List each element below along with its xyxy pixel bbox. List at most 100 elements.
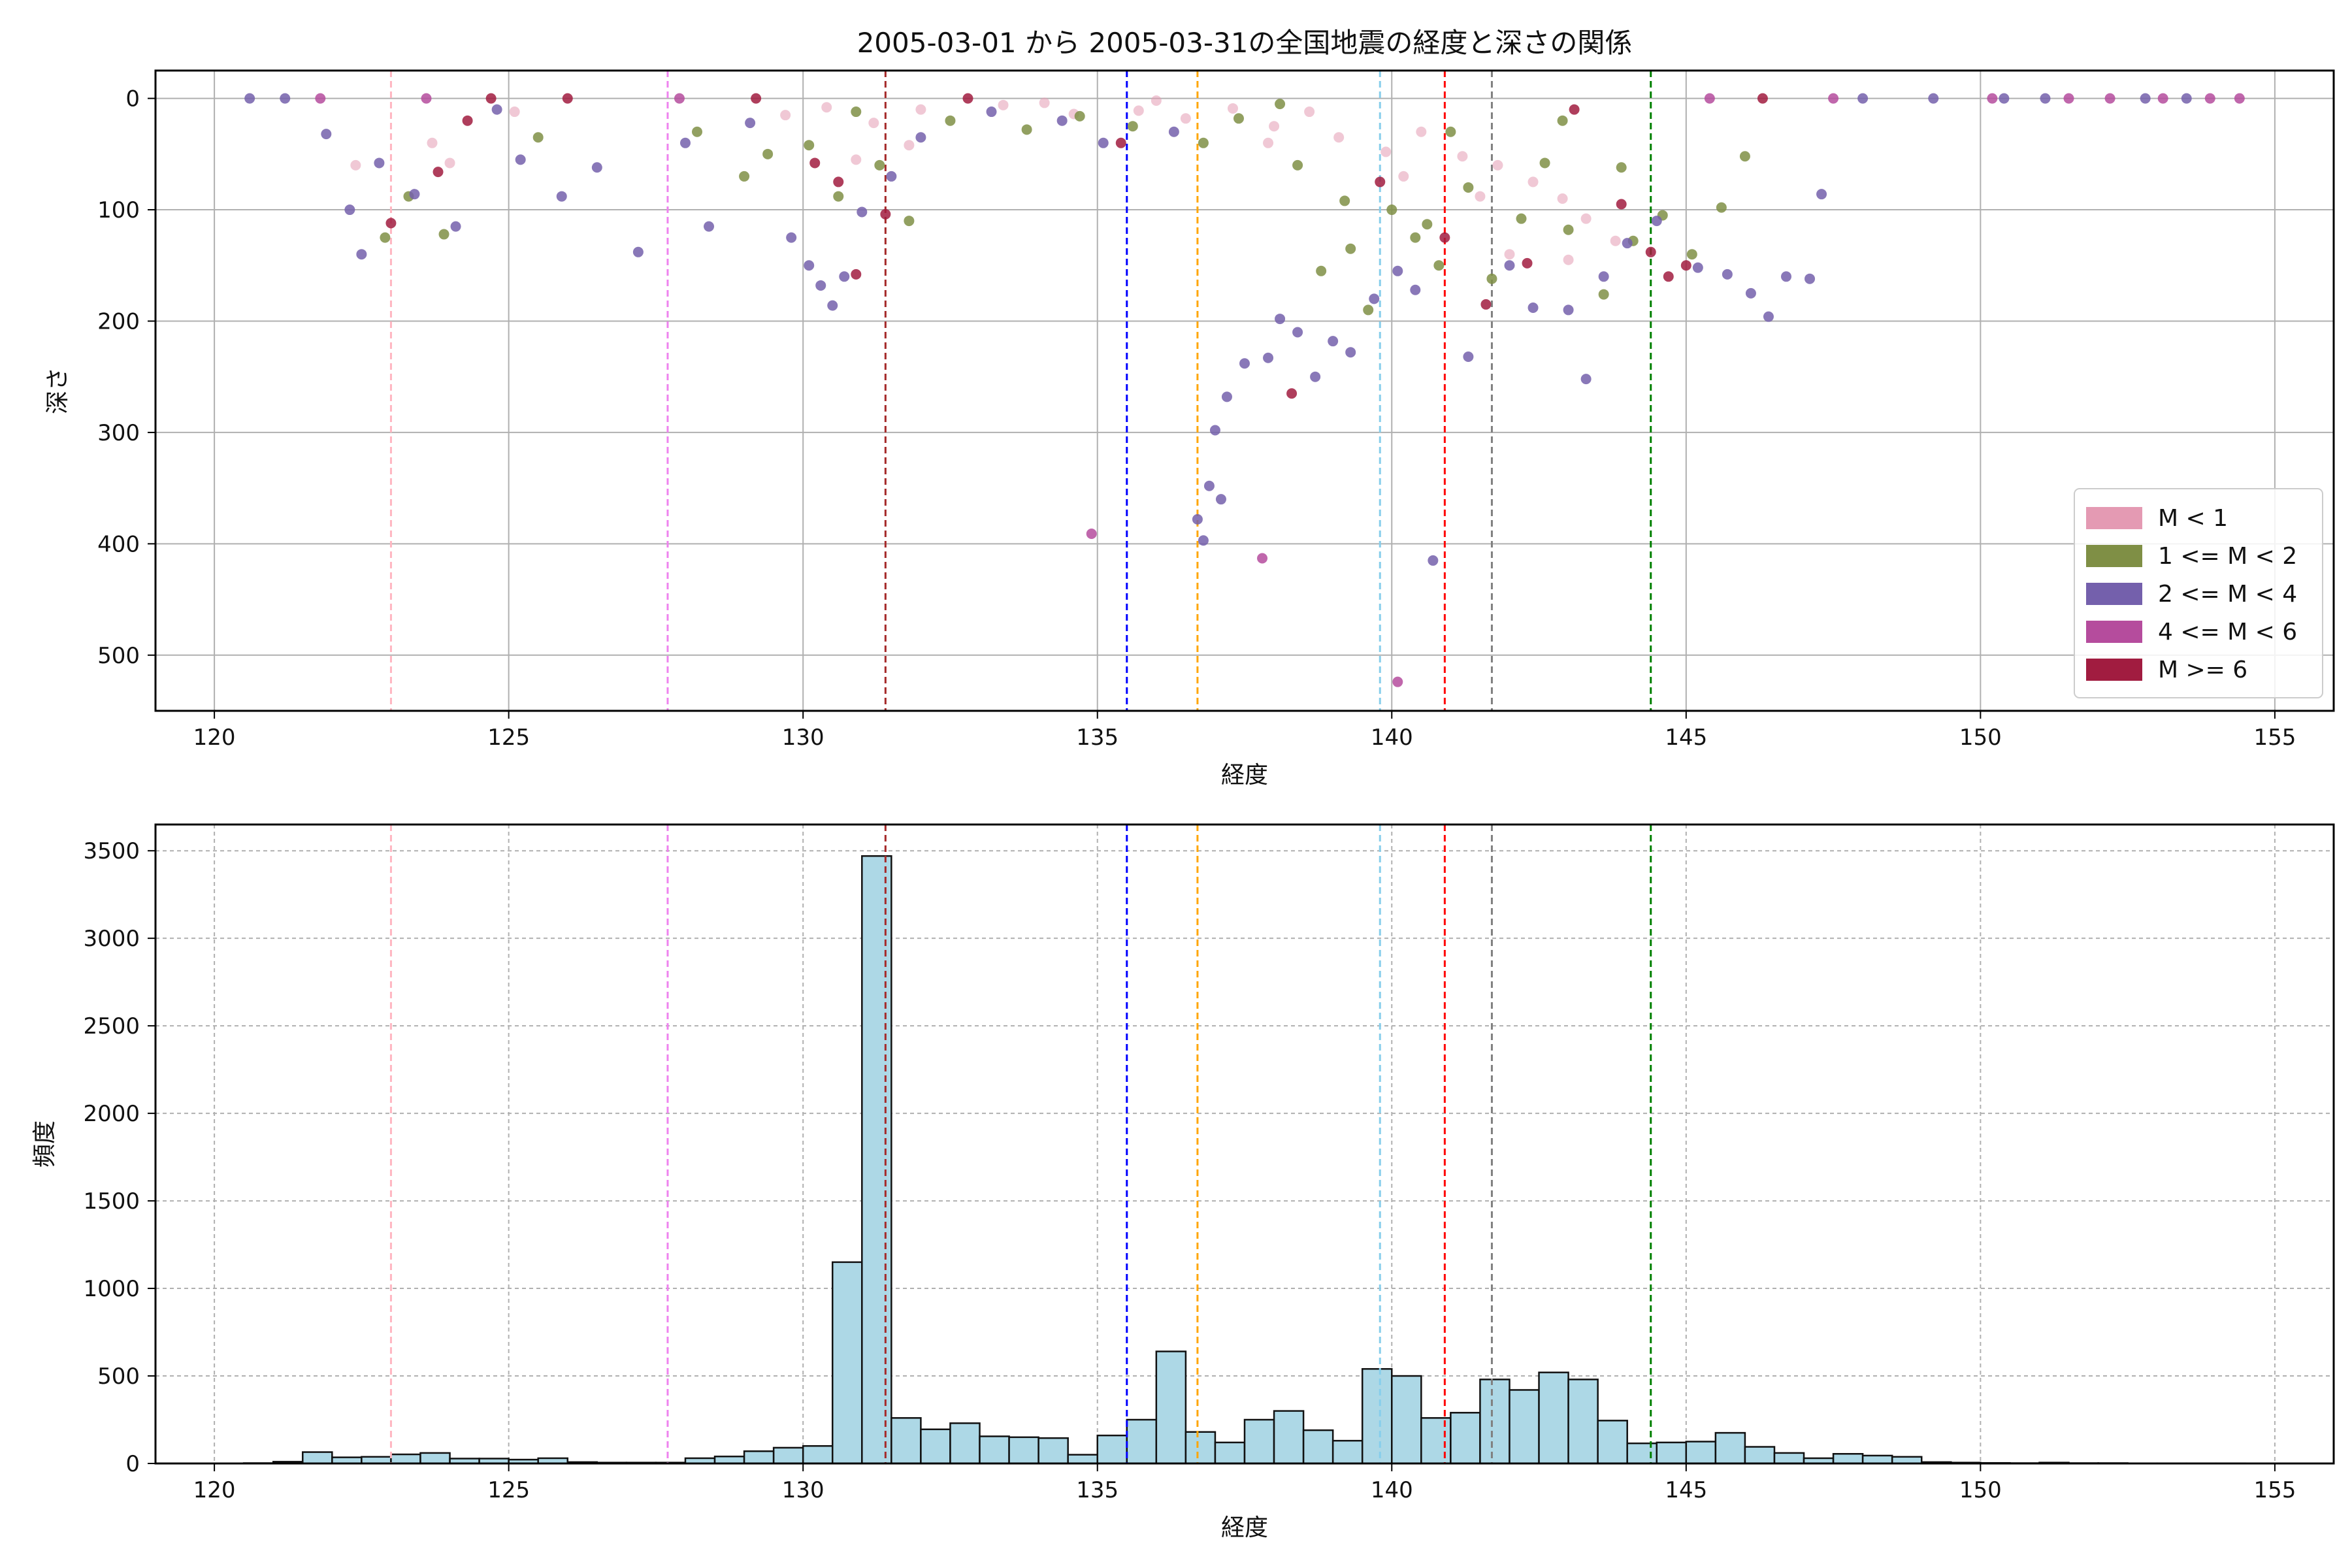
scatter-point bbox=[1557, 193, 1568, 204]
scatter-point bbox=[1215, 494, 1226, 505]
scatter-point bbox=[839, 271, 850, 282]
scatter-point bbox=[632, 246, 644, 257]
scatter-point bbox=[356, 249, 367, 260]
histogram-bar bbox=[419, 1452, 451, 1465]
scatter-point bbox=[1180, 113, 1191, 124]
scatter-point bbox=[1598, 289, 1609, 300]
scatter-point bbox=[1492, 159, 1503, 171]
scatter-point bbox=[1375, 176, 1386, 188]
histogram-bar bbox=[1626, 1442, 1658, 1465]
scatter-point bbox=[1557, 115, 1568, 126]
scatter-x-tick-label: 135 bbox=[1076, 725, 1119, 751]
histogram-bar bbox=[1832, 1453, 1864, 1465]
histogram-x-tick-label: 140 bbox=[1371, 1477, 1413, 1503]
scatter-point bbox=[1198, 535, 1209, 546]
histogram-y-axis-label: 頻度 bbox=[31, 1120, 58, 1168]
scatter-point bbox=[904, 216, 915, 227]
histogram-bar bbox=[302, 1451, 333, 1465]
scatter-panel: 120 125 130 135 140 145 150 155 0 100 200 300 400 500… bbox=[44, 69, 2335, 789]
histogram-bar bbox=[1861, 1454, 1893, 1465]
scatter-point bbox=[1292, 327, 1303, 338]
scatter-point bbox=[962, 93, 973, 104]
scatter-point bbox=[1369, 293, 1380, 304]
scatter-point bbox=[1286, 388, 1298, 399]
histogram-bar bbox=[1331, 1439, 1364, 1465]
histogram-bar bbox=[890, 1417, 922, 1465]
scatter-point bbox=[409, 189, 420, 200]
scatter-point bbox=[851, 269, 862, 280]
scatter-points bbox=[244, 93, 2245, 687]
scatter-point bbox=[2104, 93, 2115, 104]
legend-box bbox=[2074, 488, 2323, 698]
scatter-point bbox=[2234, 93, 2245, 104]
scatter-point bbox=[1805, 273, 1816, 284]
histogram-bar bbox=[802, 1445, 834, 1465]
scatter-point bbox=[945, 115, 956, 126]
scatter-point bbox=[1439, 232, 1450, 243]
histogram-y-tick-label: 0 bbox=[125, 1451, 140, 1477]
histogram-x-tick-label: 130 bbox=[782, 1477, 825, 1503]
scatter-point bbox=[886, 171, 897, 182]
scatter-point bbox=[1651, 216, 1662, 227]
histogram-y-tick-label: 3500 bbox=[83, 838, 140, 864]
scatter-y-axis-label: 深さ bbox=[44, 367, 71, 414]
scatter-point bbox=[1345, 347, 1356, 358]
scatter-point bbox=[438, 229, 449, 240]
scatter-y-tick-label: 100 bbox=[97, 197, 140, 223]
histogram-y-tick-label: 3000 bbox=[83, 926, 140, 952]
histogram-x-axis-label: 経度 bbox=[1221, 1514, 1268, 1541]
scatter-point bbox=[591, 162, 602, 173]
legend-swatch bbox=[2086, 507, 2142, 529]
scatter-point bbox=[374, 157, 385, 169]
scatter-y-tick-label: 0 bbox=[125, 86, 140, 112]
scatter-point bbox=[809, 157, 821, 169]
scatter-point bbox=[1233, 113, 1244, 124]
scatter-point bbox=[1745, 287, 1756, 299]
scatter-point bbox=[1392, 265, 1403, 276]
histogram-bar bbox=[949, 1422, 981, 1465]
scatter-point bbox=[915, 132, 926, 143]
histogram-bar bbox=[1243, 1418, 1275, 1465]
scatter-point bbox=[1486, 273, 1497, 284]
scatter-x-tick-label: 155 bbox=[2253, 725, 2296, 751]
scatter-point bbox=[762, 148, 774, 159]
scatter-y-tick-label: 400 bbox=[97, 531, 140, 557]
scatter-plot-frame bbox=[154, 69, 2335, 712]
scatter-point bbox=[704, 221, 715, 232]
histogram-x-tick-label: 135 bbox=[1076, 1477, 1119, 1503]
scatter-point bbox=[350, 159, 361, 171]
scatter-point bbox=[1539, 157, 1550, 169]
scatter-point bbox=[1645, 246, 1656, 257]
scatter-point bbox=[739, 171, 750, 182]
histogram-bar bbox=[743, 1450, 775, 1465]
scatter-point bbox=[450, 221, 461, 232]
histogram-gridlines bbox=[155, 825, 2334, 1464]
scatter-point bbox=[986, 106, 997, 118]
scatter-point bbox=[833, 176, 844, 188]
scatter-point bbox=[1516, 213, 1527, 224]
scatter-point bbox=[1463, 182, 1474, 193]
scatter-point bbox=[1763, 311, 1774, 322]
histogram-x-tick-label: 155 bbox=[2253, 1477, 2296, 1503]
scatter-point bbox=[1722, 269, 1733, 280]
scatter-point bbox=[556, 191, 567, 202]
scatter-point bbox=[857, 206, 868, 218]
scatter-point bbox=[1757, 93, 1768, 104]
histogram-bar bbox=[1008, 1436, 1039, 1465]
histogram-y-tick-label: 1500 bbox=[83, 1188, 140, 1215]
histogram-bar bbox=[1391, 1375, 1422, 1465]
histogram-bar bbox=[1302, 1429, 1334, 1465]
scatter-point bbox=[562, 93, 573, 104]
scatter-point bbox=[745, 118, 756, 129]
scatter-point bbox=[1151, 95, 1162, 106]
scatter-point bbox=[1198, 137, 1209, 148]
scatter-point bbox=[804, 260, 815, 271]
histogram-y-tick-label: 2500 bbox=[83, 1013, 140, 1039]
scatter-point bbox=[679, 137, 691, 148]
scatter-point bbox=[880, 208, 891, 220]
scatter-point bbox=[1422, 219, 1433, 230]
histogram-bar bbox=[1773, 1452, 1805, 1465]
scatter-point bbox=[1463, 351, 1474, 363]
scatter-point bbox=[1316, 265, 1327, 276]
scatter-point bbox=[1192, 514, 1203, 525]
